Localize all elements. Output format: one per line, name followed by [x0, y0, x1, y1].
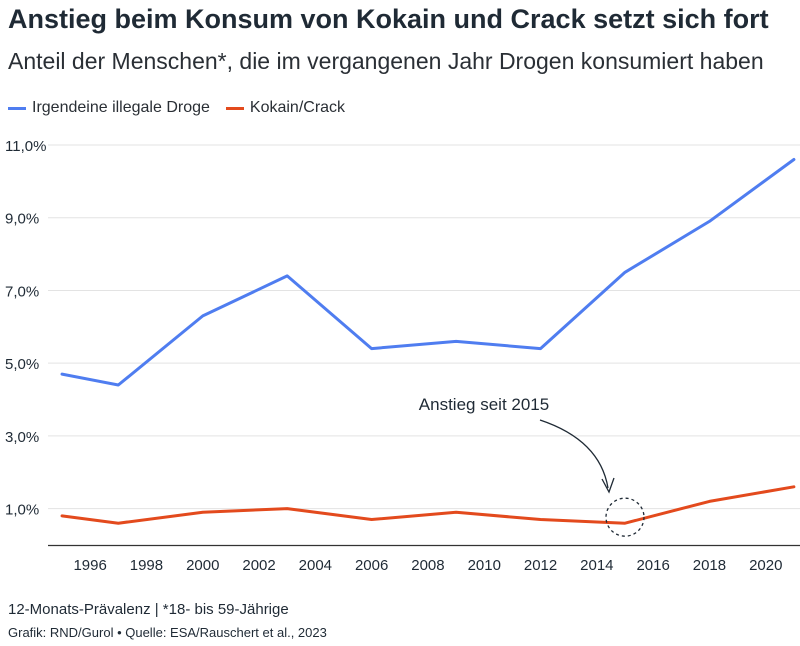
annotation-circle	[605, 497, 645, 537]
x-tick-label: 2004	[299, 557, 332, 574]
legend-item-any-drug: Irgendeine illegale Droge	[8, 99, 210, 117]
annotation-label: Anstieg seit 2015	[419, 395, 549, 414]
x-tick-label: 2020	[749, 557, 782, 574]
annotation-arrow	[539, 419, 609, 489]
legend-label-cocaine: Kokain/Crack	[249, 99, 346, 116]
x-tick-label: 2000	[186, 557, 219, 574]
x-tick-label: 2008	[411, 557, 444, 574]
x-tick-label: 2016	[636, 557, 669, 574]
x-tick-label: 2018	[693, 557, 726, 574]
y-tick-label: 11,0%	[5, 138, 46, 155]
x-tick-label: 2014	[580, 557, 613, 574]
y-tick-label: 5,0%	[5, 356, 39, 373]
x-tick-label: 2012	[524, 557, 557, 574]
x-tick-label: 2006	[355, 557, 388, 574]
legend: Irgendeine illegale Droge Kokain/Crack	[8, 96, 361, 120]
y-tick-label: 1,0%	[5, 502, 39, 519]
y-tick-label: 9,0%	[5, 211, 39, 228]
y-tick-label: 7,0%	[5, 283, 39, 300]
legend-swatch-any-drug	[8, 106, 26, 110]
footnote: 12-Monats-Prävalenz | *18- bis 59-Jährig…	[8, 601, 289, 618]
legend-swatch-cocaine	[225, 106, 244, 110]
legend-label-any-drug: Irgendeine illegale Droge	[32, 99, 210, 116]
x-tick-label: 2010	[468, 557, 501, 574]
x-tick-label: 1996	[73, 557, 106, 574]
x-tick-label: 1998	[130, 557, 163, 574]
annotation-arrowhead	[601, 477, 615, 494]
series-line-any-drug	[60, 158, 796, 387]
chart-subtitle: Anteil der Menschen*, die im vergangenen…	[8, 48, 764, 74]
chart-title: Anstieg beim Konsum von Kokain und Crack…	[8, 4, 769, 34]
source-note: Grafik: RND/Gurol • Quelle: ESA/Rauscher…	[8, 625, 327, 640]
legend-item-cocaine: Kokain/Crack	[225, 99, 346, 117]
y-tick-label: 3,0%	[5, 429, 39, 446]
x-tick-label: 2002	[242, 557, 275, 574]
series-line-cocaine	[60, 485, 796, 525]
